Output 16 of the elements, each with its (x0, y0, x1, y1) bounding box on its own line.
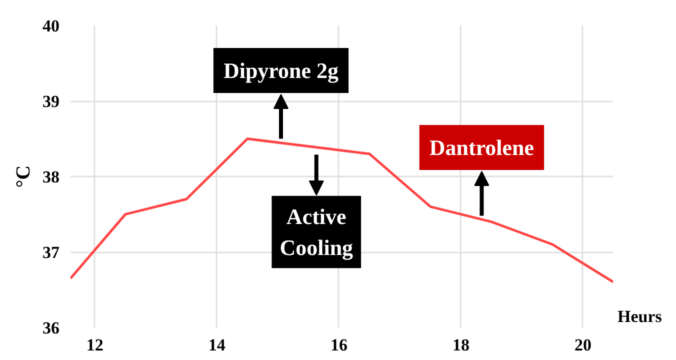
line-series (70, 138, 613, 284)
y-tick-label: 38 (42, 168, 60, 186)
annotation: Dipyrone 2g (223, 58, 339, 84)
annotation: Dantrolene (429, 135, 534, 160)
x-tick-label: 16 (330, 336, 348, 354)
x-tick-label: 14 (208, 336, 226, 354)
x-tick-label: 12 (86, 336, 104, 354)
y-tick-label: 37 (42, 243, 60, 262)
y-tick-label: 40 (42, 16, 60, 36)
x-tick-label: 18 (452, 336, 470, 354)
annotation: Active Cooling (280, 204, 354, 260)
y-tick-label: 36 (42, 318, 60, 338)
x-tick-label: 20 (574, 336, 592, 354)
x-axis-title: Heurs (618, 307, 662, 326)
y-axis-title: °C (12, 165, 34, 188)
y-tick-label: 39 (42, 92, 60, 111)
